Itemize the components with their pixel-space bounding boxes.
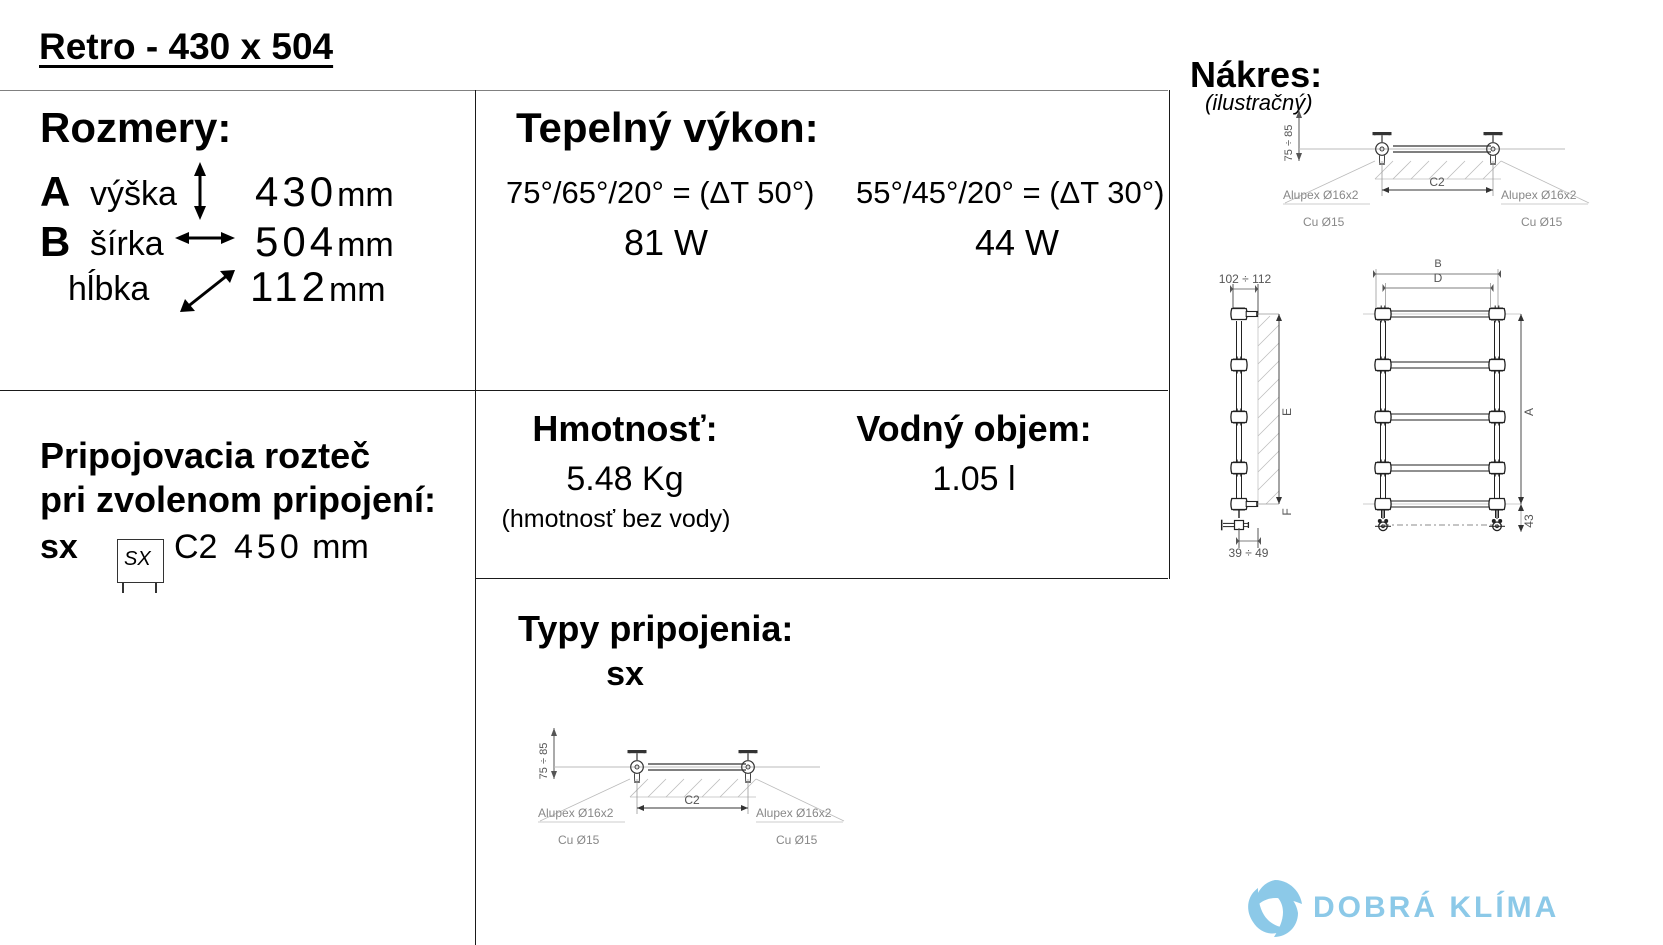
svg-text:B: B bbox=[1434, 258, 1441, 270]
svg-text:Alupex Ø16x2: Alupex Ø16x2 bbox=[1283, 188, 1359, 202]
svg-text:D: D bbox=[1434, 271, 1443, 285]
svg-text:Cu Ø15: Cu Ø15 bbox=[1521, 215, 1563, 228]
svg-text:Alupex Ø16x2: Alupex Ø16x2 bbox=[756, 806, 832, 820]
svg-text:DOBRÁ KLÍMA: DOBRÁ KLÍMA bbox=[1313, 890, 1559, 924]
svg-text:75 ÷ 85: 75 ÷ 85 bbox=[538, 743, 550, 780]
svg-text:E: E bbox=[1280, 408, 1294, 416]
svg-text:Alupex Ø16x2: Alupex Ø16x2 bbox=[1501, 188, 1577, 202]
svg-text:C2: C2 bbox=[1429, 175, 1445, 189]
svg-text:Cu Ø15: Cu Ø15 bbox=[776, 833, 818, 847]
svg-text:Alupex Ø16x2: Alupex Ø16x2 bbox=[538, 806, 614, 820]
svg-text:F: F bbox=[1280, 508, 1294, 515]
svg-text:Cu Ø15: Cu Ø15 bbox=[1303, 215, 1345, 228]
svg-text:43: 43 bbox=[1522, 514, 1536, 528]
svg-text:Cu Ø15: Cu Ø15 bbox=[558, 833, 600, 847]
svg-text:75 ÷ 85: 75 ÷ 85 bbox=[1283, 125, 1295, 162]
svg-text:C2: C2 bbox=[684, 793, 700, 807]
svg-text:A: A bbox=[1522, 408, 1536, 416]
svg-text:39 ÷ 49: 39 ÷ 49 bbox=[1229, 546, 1269, 560]
svg-text:102 ÷ 112: 102 ÷ 112 bbox=[1219, 272, 1272, 286]
